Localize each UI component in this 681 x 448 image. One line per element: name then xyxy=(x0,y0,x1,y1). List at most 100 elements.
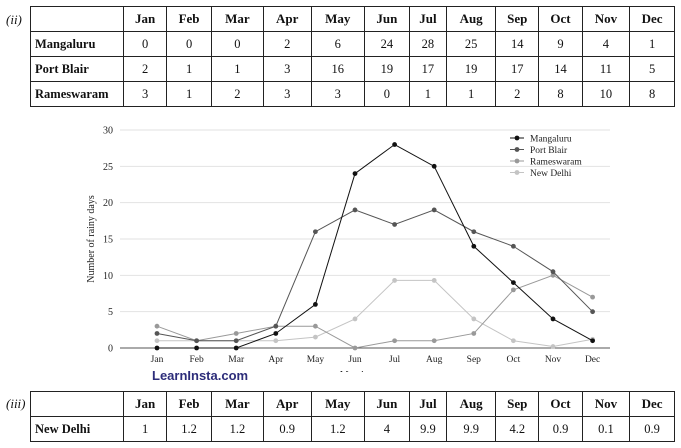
data-point xyxy=(273,338,279,344)
table-cell: 17 xyxy=(495,56,540,82)
table-cell: 0 xyxy=(364,81,410,107)
x-tick-label: Jul xyxy=(389,355,400,365)
legend-swatch-marker xyxy=(514,147,520,152)
month-header-dec: Dec xyxy=(629,391,675,417)
x-tick-label: Nov xyxy=(545,355,562,365)
data-point xyxy=(154,338,160,344)
data-point xyxy=(511,280,516,285)
x-tick-label: Mar xyxy=(228,355,245,365)
table-cell: 1.2 xyxy=(310,416,366,442)
table-cell: 19 xyxy=(446,56,497,82)
y-tick-label: 0 xyxy=(108,344,113,355)
series-line xyxy=(157,143,593,349)
table-cell: 9.9 xyxy=(408,416,448,442)
data-point xyxy=(511,243,516,249)
month-header-oct: Oct xyxy=(538,391,583,417)
month-header-feb: Feb xyxy=(166,391,212,417)
data-point xyxy=(233,331,239,336)
station-name: Rameswaram xyxy=(30,81,124,107)
x-tick-label: Sep xyxy=(467,355,482,365)
table-cell: 9 xyxy=(538,31,583,57)
data-point xyxy=(431,338,437,344)
data-point xyxy=(471,331,477,336)
station-name: New Delhi xyxy=(30,416,124,442)
month-header-apr: Apr xyxy=(262,391,312,417)
corner-cell xyxy=(30,391,124,417)
table-cell: 1 xyxy=(210,56,264,82)
table-row: Port Blair 2 1 1 3 16 19 17 19 17 14 11 5 xyxy=(30,56,675,82)
table-cell: 1 xyxy=(408,81,448,107)
month-header-dec: Dec xyxy=(629,6,675,32)
corner-cell xyxy=(30,6,124,32)
month-header-feb: Feb xyxy=(166,6,212,32)
x-tick-label: Oct xyxy=(507,355,521,365)
table-cell: 9.9 xyxy=(446,416,497,442)
table-cell: 2 xyxy=(262,31,312,57)
table-cell: 1 xyxy=(446,81,497,107)
data-point xyxy=(550,269,556,275)
table-cell: 4 xyxy=(581,31,631,57)
x-tick-label: Jun xyxy=(348,355,361,365)
month-header-oct: Oct xyxy=(538,6,583,32)
data-point xyxy=(392,338,397,344)
data-point xyxy=(352,316,358,322)
y-tick-label: 25 xyxy=(103,162,113,173)
table-cell: 14 xyxy=(538,56,583,82)
table-row: Mangaluru 0 0 0 2 6 24 28 25 14 9 4 1 xyxy=(30,31,675,57)
table-cell: 2 xyxy=(210,81,264,107)
data-point xyxy=(194,338,199,344)
table-cell: 0 xyxy=(122,31,168,57)
month-header-may: May xyxy=(310,6,366,32)
month-header-sep: Sep xyxy=(495,391,540,417)
table-cell: 17 xyxy=(408,56,448,82)
legend-entry: Port Blair xyxy=(530,146,568,156)
table-cell: 1 xyxy=(629,31,675,57)
table-cell: 3 xyxy=(262,81,312,107)
table-cell: 0.1 xyxy=(581,416,631,442)
table-cell: 0.9 xyxy=(262,416,312,442)
data-point xyxy=(273,323,279,329)
legend-entry: Mangaluru xyxy=(530,135,572,145)
series-line xyxy=(157,279,593,348)
x-tick-label: May xyxy=(307,355,325,365)
data-point xyxy=(511,287,516,293)
x-tick-label: Jan xyxy=(151,355,164,365)
new-delhi-table: Jan Feb Mar Apr May Jun Jul Aug Sep Oct Nov Dec New… xyxy=(30,391,675,442)
rainy-days-table: Jan Feb Mar Apr May Jun Jul Aug Sep Oct Nov Dec Man… xyxy=(30,6,675,107)
data-point xyxy=(352,207,358,213)
legend-swatch-marker xyxy=(514,158,520,164)
month-header-mar: Mar xyxy=(210,6,264,32)
data-point xyxy=(511,338,516,344)
month-header-jan: Jan xyxy=(122,6,168,32)
station-name: Port Blair xyxy=(30,56,124,82)
y-axis-label: Number of rainy days xyxy=(86,195,97,283)
month-header-jun: Jun xyxy=(364,391,410,417)
table-cell: 3 xyxy=(122,81,168,107)
table-cell: 8 xyxy=(629,81,675,107)
table-row: New Delhi 1 1.2 1.2 0.9 1.2 4 9.9 9.9 4.2 0.9 0.1 0.… xyxy=(30,416,675,442)
table-header-row: Jan Feb Mar Apr May Jun Jul Aug Sep Oct Nov Dec xyxy=(30,6,675,32)
x-tick-label: Dec xyxy=(585,355,600,365)
data-point xyxy=(590,294,595,300)
table-cell: 0.9 xyxy=(538,416,583,442)
data-point xyxy=(392,278,397,283)
table-cell: 0.9 xyxy=(629,416,675,442)
learninsta-logo: LearnInsta.com xyxy=(152,368,249,383)
data-point xyxy=(471,229,477,235)
part-label-ii: (ii) xyxy=(6,12,22,27)
y-tick-label: 5 xyxy=(108,307,113,318)
data-point xyxy=(392,222,397,227)
month-header-jul: Jul xyxy=(408,391,448,417)
part-label-iii: (iii) xyxy=(6,396,26,411)
table-cell: 25 xyxy=(446,31,497,57)
month-header-jun: Jun xyxy=(364,6,410,32)
table-cell: 11 xyxy=(581,56,631,82)
table-cell: 1.2 xyxy=(166,416,212,442)
data-point xyxy=(550,344,556,349)
table-header-row: Jan Feb Mar Apr May Jun Jul Aug Sep Oct Nov Dec xyxy=(30,391,675,417)
table-cell: 28 xyxy=(408,31,448,57)
table-cell: 8 xyxy=(538,81,583,107)
data-point xyxy=(313,323,318,329)
data-point xyxy=(471,243,477,249)
series-line xyxy=(156,209,593,342)
